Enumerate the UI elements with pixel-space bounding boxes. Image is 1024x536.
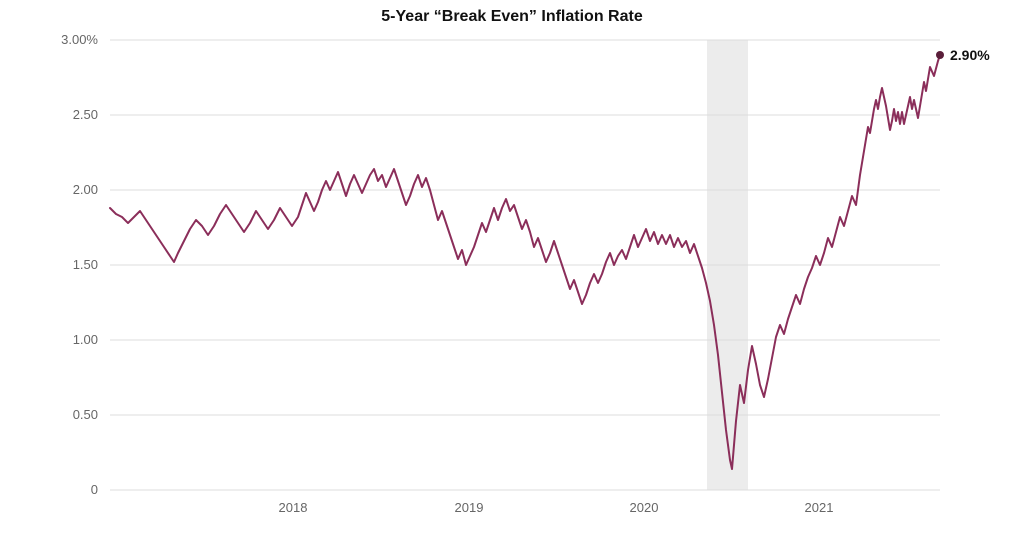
x-axis-label: 2020 [630,500,659,515]
y-axis-label: 2.00 [73,182,98,197]
chart-svg: 0 0.50 1.00 1.50 2.00 2.50 3.00% 2018 2019 2020 20… [0,0,1024,536]
data-line [110,55,940,469]
end-marker [936,51,944,59]
x-axis-label: 2019 [455,500,484,515]
x-axis-label: 2018 [279,500,308,515]
x-axis-label: 2021 [805,500,834,515]
y-axis-label: 1.50 [73,257,98,272]
end-label: 2.90% [950,47,990,63]
y-axis-label: 2.50 [73,107,98,122]
chart-container: 5-Year “Break Even” Inflation Rate 00.50… [0,0,1024,536]
y-axis-label: 0.50 [73,407,98,422]
y-axis-label: 1.00 [73,332,98,347]
y-axis-label: 3.00% [61,32,98,47]
y-axis-label: 0 [91,482,98,497]
